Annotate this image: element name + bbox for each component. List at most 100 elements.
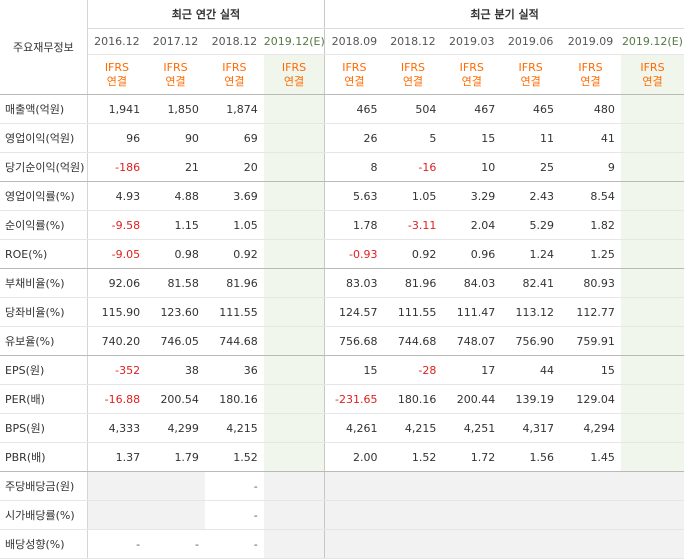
- value-cell: -186: [87, 152, 147, 182]
- standard-ifrs-label: IFRS: [281, 60, 307, 74]
- period-header-annual-2: 2018.12: [204, 28, 264, 55]
- value-cell: [263, 326, 325, 356]
- period-header-quarter-2: 2019.03: [442, 28, 502, 55]
- value-cell: -9.58: [87, 210, 147, 240]
- value-cell: 123.60: [146, 297, 205, 327]
- value-cell: [442, 529, 502, 559]
- table-row: 시가배당률(%) -: [0, 500, 684, 530]
- value-cell: 4.93: [87, 181, 147, 211]
- value-cell: 69: [204, 123, 264, 153]
- value-cell: -28: [383, 355, 443, 385]
- value-cell: 180.16: [204, 384, 264, 414]
- value-cell: [383, 471, 443, 501]
- value-cell: 465: [324, 94, 384, 124]
- value-cell: 80.93: [560, 268, 621, 298]
- value-cell: [263, 268, 325, 298]
- value-cell: [263, 529, 325, 559]
- value-cell: 756.68: [324, 326, 384, 356]
- value-cell: [324, 471, 384, 501]
- value-cell: [87, 471, 147, 501]
- value-cell: -16.88: [87, 384, 147, 414]
- standard-ifrs-label: IFRS: [163, 60, 188, 74]
- value-cell: [324, 529, 384, 559]
- value-cell: 17: [442, 355, 502, 385]
- value-cell: [560, 500, 621, 530]
- standard-header-quarter-3: IFRS 연결: [501, 54, 561, 95]
- value-cell: [620, 123, 684, 153]
- value-cell: 4,317: [501, 413, 561, 443]
- table-row: PBR(배) 1.37 1.79 1.52 2.00 1.52 1.72 1.56 1.45: [0, 442, 684, 472]
- table-row: 배당성향(%) - - -: [0, 529, 684, 559]
- standard-ifrs-label: IFRS: [222, 60, 247, 74]
- standard-consolidated-label: 연결: [344, 74, 365, 88]
- value-cell: 746.05: [146, 326, 205, 356]
- standard-ifrs-label: IFRS: [459, 60, 484, 74]
- row-label: 영업이익률(%): [0, 181, 88, 211]
- row-label: 순이익률(%): [0, 210, 88, 240]
- row-label: PER(배): [0, 384, 88, 414]
- value-cell: [501, 471, 561, 501]
- standard-header-annual-2: IFRS 연결: [204, 54, 264, 95]
- value-cell: 0.92: [383, 239, 443, 269]
- row-label: ROE(%): [0, 239, 88, 269]
- row-label: 주당배당금(원): [0, 471, 88, 501]
- value-cell: [263, 152, 325, 182]
- value-cell: 8.54: [560, 181, 621, 211]
- value-cell: [383, 500, 443, 530]
- value-cell: 2.04: [442, 210, 502, 240]
- row-label: 매출액(억원): [0, 94, 88, 124]
- standard-header-quarter-1: IFRS 연결: [383, 54, 443, 95]
- value-cell: 92.06: [87, 268, 147, 298]
- standard-ifrs-label: IFRS: [518, 60, 543, 74]
- value-cell: 0.96: [442, 239, 502, 269]
- value-cell: [620, 384, 684, 414]
- value-cell: 4,261: [324, 413, 384, 443]
- value-cell: [442, 471, 502, 501]
- value-cell: [263, 413, 325, 443]
- value-cell: 15: [324, 355, 384, 385]
- value-cell: [620, 181, 684, 211]
- period-header-quarter-4: 2019.09: [560, 28, 621, 55]
- value-cell: 113.12: [501, 297, 561, 327]
- value-cell: 5.29: [501, 210, 561, 240]
- standard-header-quarter-4: IFRS 연결: [560, 54, 621, 95]
- table-row: ROE(%) -9.05 0.98 0.92 -0.93 0.92 0.96 1.24 1.25: [0, 239, 684, 269]
- row-label: 영업이익(억원): [0, 123, 88, 153]
- value-cell: 4,299: [146, 413, 205, 443]
- value-cell: [560, 529, 621, 559]
- value-cell: [87, 500, 147, 530]
- value-cell: [442, 500, 502, 530]
- standard-header-annual-3: IFRS 연결: [263, 54, 325, 95]
- value-cell: 111.47: [442, 297, 502, 327]
- value-cell: 36: [204, 355, 264, 385]
- value-cell: 1.15: [146, 210, 205, 240]
- value-cell: [620, 355, 684, 385]
- value-cell: -: [146, 529, 205, 559]
- value-cell: 21: [146, 152, 205, 182]
- standard-consolidated-label: 연결: [580, 74, 601, 88]
- value-cell: 2.00: [324, 442, 384, 472]
- standard-ifrs-label: IFRS: [104, 60, 130, 74]
- period-header-quarter-3: 2019.06: [501, 28, 561, 55]
- value-cell: 5.63: [324, 181, 384, 211]
- value-cell: 1.52: [383, 442, 443, 472]
- value-cell: [263, 239, 325, 269]
- value-cell: 744.68: [204, 326, 264, 356]
- standard-consolidated-label: 연결: [283, 74, 305, 88]
- value-cell: -: [204, 529, 264, 559]
- value-cell: 4,294: [560, 413, 621, 443]
- table-row: BPS(원) 4,333 4,299 4,215 4,261 4,215 4,251 4,31…: [0, 413, 684, 443]
- value-cell: 139.19: [501, 384, 561, 414]
- value-cell: 1.05: [204, 210, 264, 240]
- value-cell: 1.72: [442, 442, 502, 472]
- value-cell: [620, 326, 684, 356]
- value-cell: [146, 500, 205, 530]
- value-cell: 124.57: [324, 297, 384, 327]
- value-cell: 84.03: [442, 268, 502, 298]
- table-row: PER(배) -16.88 200.54 180.16 -231.65 180.16 200…: [0, 384, 684, 414]
- standard-consolidated-label: 연결: [106, 74, 128, 88]
- value-cell: 467: [442, 94, 502, 124]
- value-cell: 1.25: [560, 239, 621, 269]
- value-cell: 4,215: [204, 413, 264, 443]
